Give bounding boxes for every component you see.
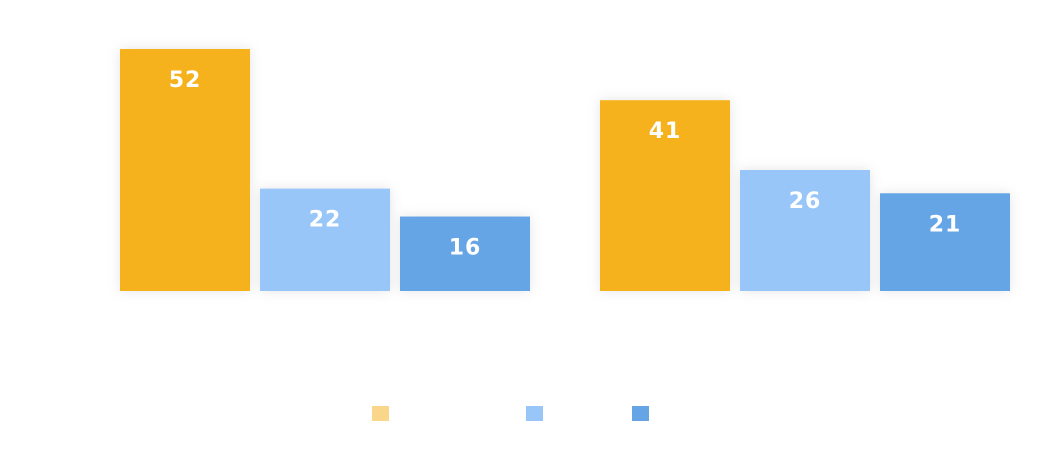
bar-series-1-group-2 bbox=[600, 100, 730, 291]
data-label-series-2-group-2: 26 bbox=[789, 189, 822, 214]
legend-swatch-series-2 bbox=[526, 406, 543, 421]
bar-series-3-group-2 bbox=[880, 193, 1010, 291]
data-label-series-3-group-1: 16 bbox=[449, 236, 482, 261]
legend bbox=[372, 406, 649, 421]
bar-series-2-group-1 bbox=[260, 188, 390, 291]
bar-series-1-group-1 bbox=[120, 49, 250, 291]
legend-swatch-series-3 bbox=[632, 406, 649, 421]
data-label-series-3-group-2: 21 bbox=[929, 212, 962, 237]
data-label-series-1-group-2: 41 bbox=[649, 119, 682, 144]
data-label-series-1-group-1: 52 bbox=[169, 68, 202, 93]
bar-series-3-group-1 bbox=[400, 216, 530, 291]
data-labels-group: 52 41 22 26 16 21 bbox=[169, 68, 962, 261]
bar-series-2-group-2 bbox=[740, 170, 870, 291]
legend-swatch-series-1 bbox=[372, 406, 389, 421]
bars-group bbox=[120, 49, 1010, 291]
data-label-series-2-group-1: 22 bbox=[309, 208, 342, 233]
